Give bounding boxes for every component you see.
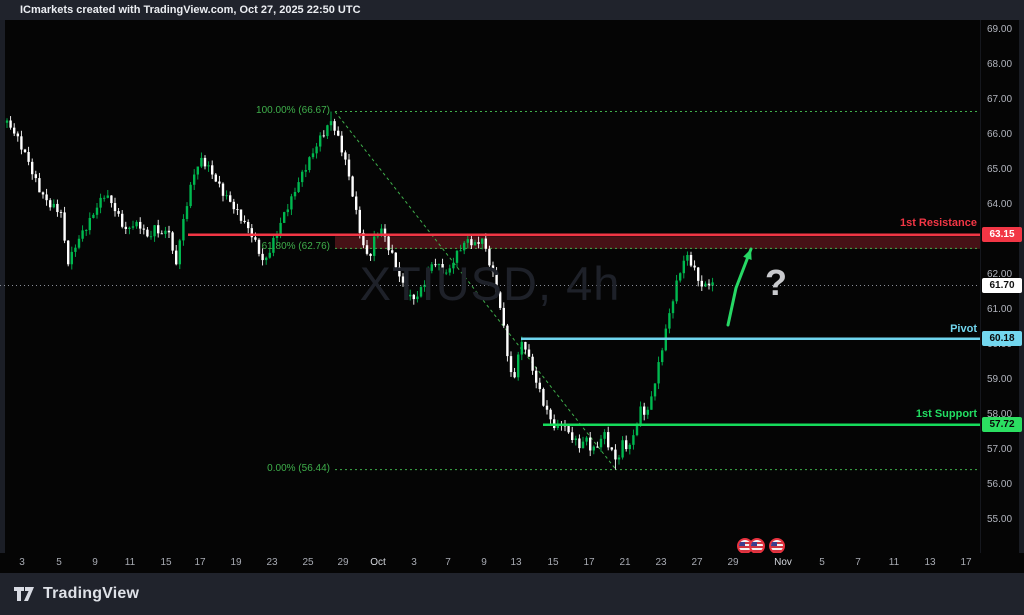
price-tick: 67.00 bbox=[987, 94, 1013, 105]
us-flag-icon[interactable] bbox=[749, 538, 765, 554]
time-label-month: Oct bbox=[370, 557, 386, 568]
time-label: 17 bbox=[960, 557, 972, 568]
time-label: 17 bbox=[194, 557, 206, 568]
time-label: 23 bbox=[655, 557, 667, 568]
time-label: 3 bbox=[411, 557, 417, 568]
chart-title-text: ICmarkets created with TradingView.com, … bbox=[20, 4, 361, 16]
time-label: 13 bbox=[510, 557, 522, 568]
chart-title-bar: ICmarkets created with TradingView.com, … bbox=[0, 0, 1024, 20]
time-label: 13 bbox=[924, 557, 936, 568]
time-label: 7 bbox=[855, 557, 861, 568]
question-mark-annotation: ? bbox=[765, 262, 787, 303]
resistance-zone bbox=[335, 236, 980, 249]
price-tick: 65.00 bbox=[987, 164, 1013, 175]
price-tick: 69.00 bbox=[987, 24, 1013, 35]
fib-618-label: 61.80% (62.76) bbox=[261, 241, 330, 252]
candlestick-chart[interactable] bbox=[0, 20, 980, 553]
left-edge-strip bbox=[0, 20, 5, 553]
pivot-label: Pivot bbox=[950, 323, 977, 335]
time-label: 15 bbox=[547, 557, 559, 568]
time-label: 29 bbox=[337, 557, 349, 568]
price-tick: 57.00 bbox=[987, 444, 1013, 455]
fib-trend-line[interactable] bbox=[334, 111, 617, 470]
price-tick: 55.00 bbox=[987, 514, 1013, 525]
time-label: 5 bbox=[819, 557, 825, 568]
price-tick: 56.00 bbox=[987, 479, 1013, 490]
chart-pane[interactable]: XTIUSD, 4h 1st Resistance Pivot 1st Supp… bbox=[0, 20, 1024, 554]
time-label: 11 bbox=[888, 557, 900, 568]
footer-bar: TradingView bbox=[0, 573, 1024, 615]
price-tick: 61.00 bbox=[987, 304, 1013, 315]
time-label: 21 bbox=[619, 557, 631, 568]
time-label: 9 bbox=[481, 557, 487, 568]
price-tick: 64.00 bbox=[987, 199, 1013, 210]
up-arrow[interactable] bbox=[726, 247, 753, 327]
up-arrow-head bbox=[743, 249, 752, 260]
us-flag-icon[interactable] bbox=[769, 538, 785, 554]
last-price-badge: 61.70 bbox=[982, 278, 1022, 293]
price-tick: 59.00 bbox=[987, 374, 1013, 385]
price-tick: 68.00 bbox=[987, 59, 1013, 70]
time-label: 9 bbox=[92, 557, 98, 568]
resistance-price-badge: 63.15 bbox=[982, 227, 1022, 243]
fib-100-label: 100.00% (66.67) bbox=[256, 105, 330, 116]
time-axis[interactable]: 3 5 9 11 15 17 19 23 25 29 Oct 3 7 9 13 15 17 21 23 27 29 Nov… bbox=[0, 553, 1024, 573]
price-tick: 58.00 bbox=[987, 409, 1013, 420]
time-label: 17 bbox=[583, 557, 595, 568]
time-label: 25 bbox=[302, 557, 314, 568]
time-label: 15 bbox=[160, 557, 172, 568]
time-label: 29 bbox=[727, 557, 739, 568]
resistance-label: 1st Resistance bbox=[899, 217, 977, 229]
time-label: 23 bbox=[266, 557, 278, 568]
tradingview-brand-text[interactable]: TradingView bbox=[43, 585, 140, 602]
fib-0-label: 0.00% (56.44) bbox=[267, 463, 330, 474]
price-tick: 66.00 bbox=[987, 129, 1013, 140]
price-axis[interactable]: 69.0068.0067.0066.0065.0064.0063.0062.00… bbox=[980, 20, 1024, 553]
support-label: 1st Support bbox=[915, 408, 977, 420]
time-label: 5 bbox=[56, 557, 62, 568]
time-label: 3 bbox=[19, 557, 25, 568]
time-label: 11 bbox=[124, 557, 136, 568]
time-label: 19 bbox=[230, 557, 242, 568]
time-label: 27 bbox=[691, 557, 703, 568]
support-price-badge: 57.72 bbox=[982, 417, 1022, 433]
time-label: 7 bbox=[445, 557, 451, 568]
pivot-price-badge: 60.18 bbox=[982, 331, 1022, 347]
time-label-month: Nov bbox=[774, 557, 792, 568]
price-tick: 62.00 bbox=[987, 269, 1013, 280]
tradingview-logo-icon[interactable] bbox=[14, 586, 36, 602]
